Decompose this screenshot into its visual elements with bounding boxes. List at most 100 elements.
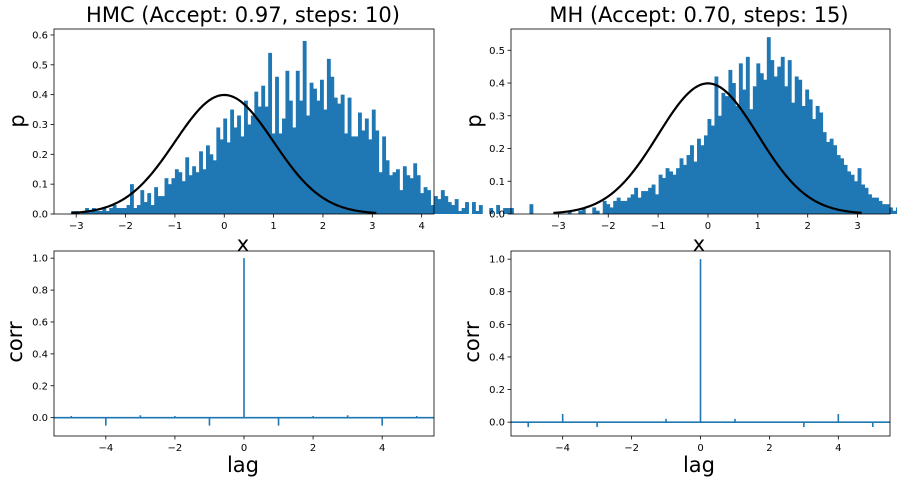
hmc-histogram-bar (105, 211, 110, 214)
hmc-histogram-bar (396, 169, 400, 214)
mh-histogram-bar (651, 184, 656, 214)
mh-histogram-bar (889, 207, 893, 214)
hmc-histogram-xtick-label: 3 (369, 221, 375, 232)
mh-histogram-density-curve (553, 82, 862, 215)
hmc-histogram-bar (344, 133, 349, 214)
hmc-histogram-bar (496, 205, 501, 214)
hmc-histogram-xlabel: x (237, 232, 249, 256)
hmc-autocorr-xlabel: lag (227, 453, 259, 477)
mh-histogram-bar (529, 204, 534, 214)
hmc-histogram-bar (261, 85, 266, 215)
hmc-histogram-bar (188, 175, 193, 214)
hmc-autocorr-ytick-label: 0.0 (32, 413, 48, 424)
mh-histogram-bar (854, 181, 858, 214)
hmc-histogram-bar (102, 208, 107, 214)
hmc-autocorr-xtick-label: 0 (241, 443, 247, 454)
mh-histogram-bar (644, 191, 649, 214)
mh-histogram-bar (773, 76, 778, 214)
hmc-histogram-xtick-label: −3 (69, 221, 84, 232)
mh-histogram-bar (648, 187, 653, 214)
mh-autocorr-xlabel: lag (683, 453, 715, 477)
hmc-histogram-bar (116, 208, 121, 214)
hmc-histogram-bar (254, 91, 259, 214)
hmc-histogram-title: HMC (Accept: 0.97, steps: 10) (86, 3, 400, 27)
hmc-histogram-bar (264, 106, 269, 214)
mh-histogram-bar (875, 197, 879, 214)
hmc-histogram-bar (423, 187, 428, 214)
hmc-histogram-bar (299, 100, 304, 214)
mh-histogram-bar (676, 168, 680, 214)
mh-histogram-bar (693, 161, 698, 214)
mh-histogram-xtick-label: 1 (755, 221, 761, 232)
hmc-histogram-xtick-label: 4 (418, 221, 424, 232)
hmc-histogram-bar (154, 187, 159, 214)
hmc-histogram-bar (378, 172, 383, 214)
hmc-histogram-bar (288, 100, 293, 214)
hmc-histogram-bar (143, 202, 148, 214)
mh-histogram-bar (620, 200, 625, 214)
mh-histogram-bar (686, 155, 691, 214)
mh-histogram-bar (843, 164, 848, 214)
hmc-histogram-bar (209, 154, 214, 214)
mh-histogram-bar (892, 210, 897, 214)
mh-histogram-bar (710, 125, 715, 214)
hmc-histogram-bar (109, 208, 114, 214)
hmc-histogram-ylabel: p (5, 114, 29, 127)
mh-histogram-ytick-label: 0.3 (489, 111, 505, 122)
mh-histogram-bar (637, 197, 642, 214)
hmc-histogram-bar (385, 160, 390, 214)
mh-histogram-bar (717, 115, 722, 214)
mh-histogram-frame (510, 28, 891, 215)
mh-histogram-bar (613, 200, 618, 214)
hmc-histogram-bar (133, 208, 138, 214)
mh-histogram-bar (791, 102, 796, 214)
mh-autocorr-xtick-label: 2 (766, 443, 772, 454)
mh-histogram-xtick-label: −1 (651, 221, 666, 232)
mh-histogram-bar (672, 174, 677, 214)
hmc-histogram-panel: HMC (Accept: 0.97, steps: 10) x p (5, 3, 400, 256)
mh-histogram-bar (812, 119, 817, 214)
hmc-histogram-bar (414, 209, 419, 214)
hmc-histogram-bar (368, 139, 373, 214)
mh-histogram-bar (801, 105, 806, 214)
hmc-autocorr-ytick-label: 0.2 (32, 381, 48, 392)
hmc-histogram-bar (98, 211, 103, 214)
mh-histogram-bar (679, 158, 684, 214)
hmc-histogram-bar (444, 196, 449, 214)
hmc-histogram-bar (119, 208, 124, 214)
mh-histogram-bar (756, 63, 761, 215)
hmc-histogram-bar (136, 205, 141, 214)
hmc-autocorr-ytick-label: 0.4 (32, 349, 48, 360)
hmc-histogram-bar (178, 172, 183, 214)
hmc-histogram-bar (347, 97, 352, 214)
mh-histogram-bar (861, 184, 865, 214)
hmc-histogram-bar (295, 70, 300, 214)
mh-histogram-bar (634, 187, 639, 214)
hmc-histogram-bar (413, 163, 418, 214)
mh-autocorr-xtick-label: −2 (624, 443, 639, 454)
hmc-histogram-bar (240, 136, 245, 214)
hmc-histogram-bar (437, 199, 442, 214)
mh-histogram-bar (857, 168, 862, 214)
hmc-histogram-bar (181, 181, 186, 214)
mh-histogram-bar (627, 197, 632, 214)
hmc-histogram-xtick-label: 2 (320, 221, 326, 232)
hmc-histogram-bar (333, 97, 338, 214)
hmc-histogram-bar (302, 40, 307, 214)
hmc-histogram-bar (282, 118, 286, 214)
hmc-histogram-bar (440, 190, 445, 214)
hmc-histogram-xtick-label: 0 (221, 221, 227, 232)
hmc-histogram-bar (185, 157, 190, 214)
hmc-histogram-bar (278, 133, 283, 214)
mh-histogram-bar (826, 141, 831, 214)
mh-histogram-ytick-label: 0.4 (489, 79, 505, 90)
hmc-autocorr-xtick-label: −4 (98, 443, 113, 454)
hmc-histogram-bar (219, 139, 224, 214)
hmc-histogram-ytick-label: 0.4 (32, 90, 48, 101)
hmc-histogram-ytick-label: 0.0 (32, 210, 48, 221)
mh-histogram-bar (662, 177, 666, 214)
mh-histogram-xtick-label: 0 (705, 221, 711, 232)
mh-histogram-bar (595, 210, 600, 214)
mh-histogram-bar (714, 76, 719, 214)
mh-histogram-bar (578, 210, 583, 214)
